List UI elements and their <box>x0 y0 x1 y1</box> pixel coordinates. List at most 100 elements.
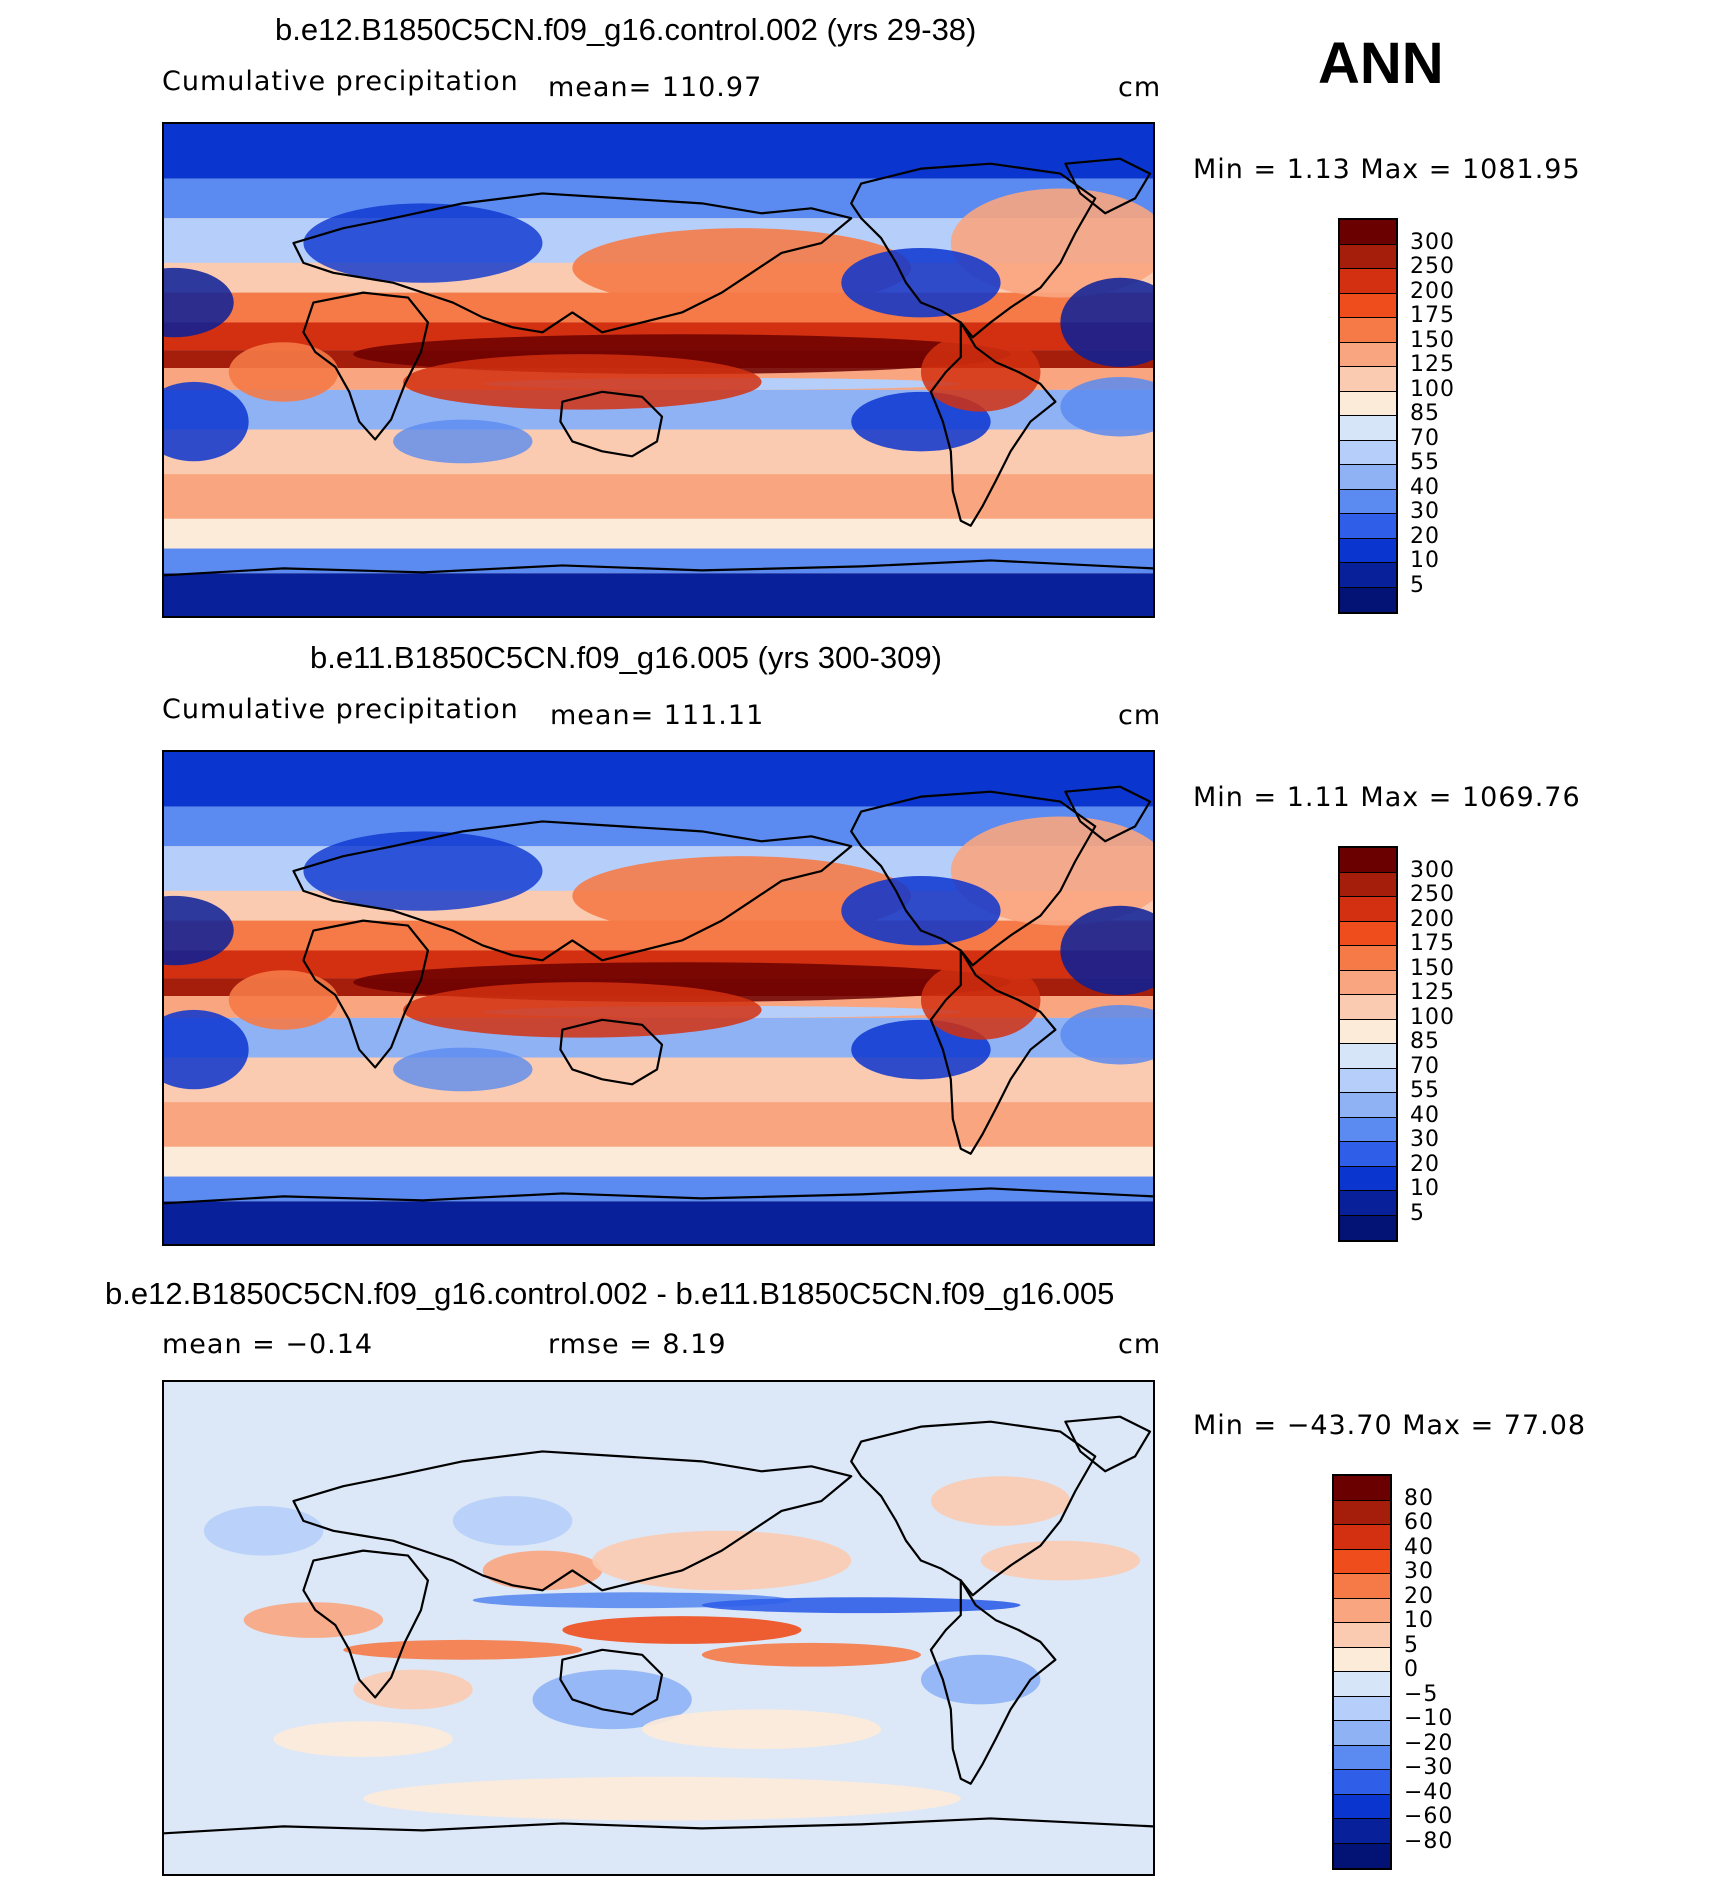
colorbar-swatch <box>1340 995 1396 1020</box>
panel-2-title: b.e11.B1850C5CN.f09_g16.005 (yrs 300-309… <box>310 640 942 675</box>
colorbar-tick-label: 5 <box>1404 1632 1419 1658</box>
panel-3-units: cm <box>1118 1329 1162 1360</box>
colorbar-tick-label: 70 <box>1410 1053 1440 1079</box>
colorbar-tick-label: 10 <box>1404 1608 1434 1633</box>
colorbar-swatch <box>1340 921 1396 946</box>
colorbar-swatch <box>1340 367 1396 392</box>
colorbar-swatch <box>1334 1696 1390 1721</box>
colorbar-tick-label: 85 <box>1410 1029 1440 1054</box>
colorbar-tick-label: 100 <box>1410 376 1455 402</box>
colorbar-tick-label: 300 <box>1410 229 1455 255</box>
panel-2-minmax: Min = 1.11 Max = 1069.76 <box>1193 782 1581 813</box>
colorbar-tick-label: 200 <box>1410 278 1455 304</box>
colorbar-swatch <box>1340 946 1396 971</box>
colorbar-tick-label: 70 <box>1410 425 1440 451</box>
panel-1-title: b.e12.B1850C5CN.f09_g16.control.002 (yrs… <box>275 12 977 47</box>
colorbar-swatch <box>1340 1019 1396 1044</box>
colorbar-swatch <box>1334 1574 1390 1599</box>
colorbar-tick-label: 250 <box>1410 254 1455 279</box>
colorbar-swatch <box>1334 1843 1390 1868</box>
colorbar-tick-label: 55 <box>1410 1078 1440 1103</box>
colorbar-tick-label: 125 <box>1410 352 1455 377</box>
panel-3-mean-label: mean = −0.14 <box>162 1329 374 1360</box>
colorbar-tick-label: 30 <box>1410 1127 1440 1152</box>
colorbar-tick-label: −40 <box>1404 1779 1454 1805</box>
colorbar-swatch <box>1340 514 1396 539</box>
colorbar-tick-label: 250 <box>1410 882 1455 907</box>
colorbar-tick-label: 0 <box>1404 1657 1419 1682</box>
panel-3-map <box>162 1380 1155 1876</box>
colorbar-tick-label: 300 <box>1410 857 1455 883</box>
colorbar-swatch <box>1334 1525 1390 1550</box>
colorbar-tick-label: −30 <box>1404 1755 1454 1780</box>
colorbar-swatch <box>1340 416 1396 441</box>
map-field <box>164 752 1153 1244</box>
panel-2-units: cm <box>1118 700 1162 731</box>
panel-1-map <box>162 122 1155 618</box>
colorbar-tick-label: 125 <box>1410 980 1455 1005</box>
colorbar-tick-label: 5 <box>1410 572 1425 598</box>
colorbar-swatch <box>1340 1191 1396 1216</box>
colorbar-tick-label: 60 <box>1404 1510 1434 1535</box>
colorbar-swatch <box>1340 465 1396 490</box>
colorbar-tick-label: 55 <box>1410 450 1440 475</box>
colorbar-swatch <box>1334 1770 1390 1795</box>
panel-1-variable-label: Cumulative precipitation <box>162 66 519 97</box>
colorbar-swatch <box>1334 1721 1390 1746</box>
map-field <box>164 1382 1153 1874</box>
colorbar-tick-label: 150 <box>1410 955 1455 981</box>
colorbar-swatch <box>1340 342 1396 367</box>
colorbar-tick-label: −20 <box>1404 1730 1454 1756</box>
colorbar-swatch <box>1340 1068 1396 1093</box>
colorbar-swatch <box>1334 1794 1390 1819</box>
panel-1-colorbar <box>1338 218 1398 614</box>
colorbar-tick-label: 20 <box>1410 1151 1440 1177</box>
colorbar-tick-label: −80 <box>1404 1828 1454 1854</box>
colorbar-swatch <box>1340 1093 1396 1118</box>
colorbar-swatch <box>1340 897 1396 922</box>
colorbar-tick-label: 10 <box>1410 1176 1440 1201</box>
colorbar-tick-label: 200 <box>1410 906 1455 932</box>
colorbar-swatch <box>1340 318 1396 343</box>
colorbar-swatch <box>1334 1549 1390 1574</box>
colorbar-tick-label: 100 <box>1410 1004 1455 1030</box>
panel-2-variable-label: Cumulative precipitation <box>162 694 519 725</box>
colorbar-swatch <box>1340 269 1396 294</box>
colorbar-swatch <box>1340 293 1396 318</box>
colorbar-tick-label: 175 <box>1410 931 1455 956</box>
colorbar-tick-label: −60 <box>1404 1804 1454 1829</box>
colorbar-swatch <box>1340 538 1396 563</box>
colorbar-swatch <box>1340 970 1396 995</box>
colorbar-swatch <box>1334 1598 1390 1623</box>
colorbar-swatch <box>1340 563 1396 588</box>
colorbar-swatch <box>1340 1044 1396 1069</box>
colorbar-swatch <box>1340 587 1396 612</box>
colorbar-swatch <box>1334 1745 1390 1770</box>
colorbar-tick-label: 40 <box>1410 1102 1440 1128</box>
panel-2-map <box>162 750 1155 1246</box>
colorbar-tick-label: 30 <box>1404 1559 1434 1584</box>
colorbar-tick-label: 10 <box>1410 548 1440 573</box>
colorbar-swatch <box>1340 1117 1396 1142</box>
colorbar-tick-label: 85 <box>1410 401 1440 426</box>
colorbar-swatch <box>1340 1215 1396 1240</box>
colorbar-tick-label: 30 <box>1410 499 1440 524</box>
panel-1-mean-label: mean= 110.97 <box>548 72 763 103</box>
colorbar-tick-label: 5 <box>1410 1200 1425 1226</box>
colorbar-swatch <box>1340 1166 1396 1191</box>
panel-3-colorbar <box>1332 1474 1392 1870</box>
colorbar-swatch <box>1334 1476 1390 1501</box>
colorbar-swatch <box>1340 440 1396 465</box>
colorbar-tick-label: −10 <box>1404 1706 1454 1731</box>
colorbar-tick-label: 20 <box>1410 523 1440 549</box>
colorbar-swatch <box>1340 244 1396 269</box>
colorbar-tick-label: 40 <box>1410 474 1440 500</box>
colorbar-tick-label: 20 <box>1404 1583 1434 1609</box>
colorbar-tick-label: −5 <box>1404 1681 1439 1707</box>
colorbar-tick-label: 175 <box>1410 303 1455 328</box>
panel-3-title: b.e12.B1850C5CN.f09_g16.control.002 - b.… <box>105 1276 1115 1311</box>
colorbar-swatch <box>1334 1623 1390 1648</box>
colorbar-tick-label: 150 <box>1410 327 1455 353</box>
panel-3-minmax: Min = −43.70 Max = 77.08 <box>1193 1410 1587 1441</box>
colorbar-swatch <box>1340 848 1396 873</box>
